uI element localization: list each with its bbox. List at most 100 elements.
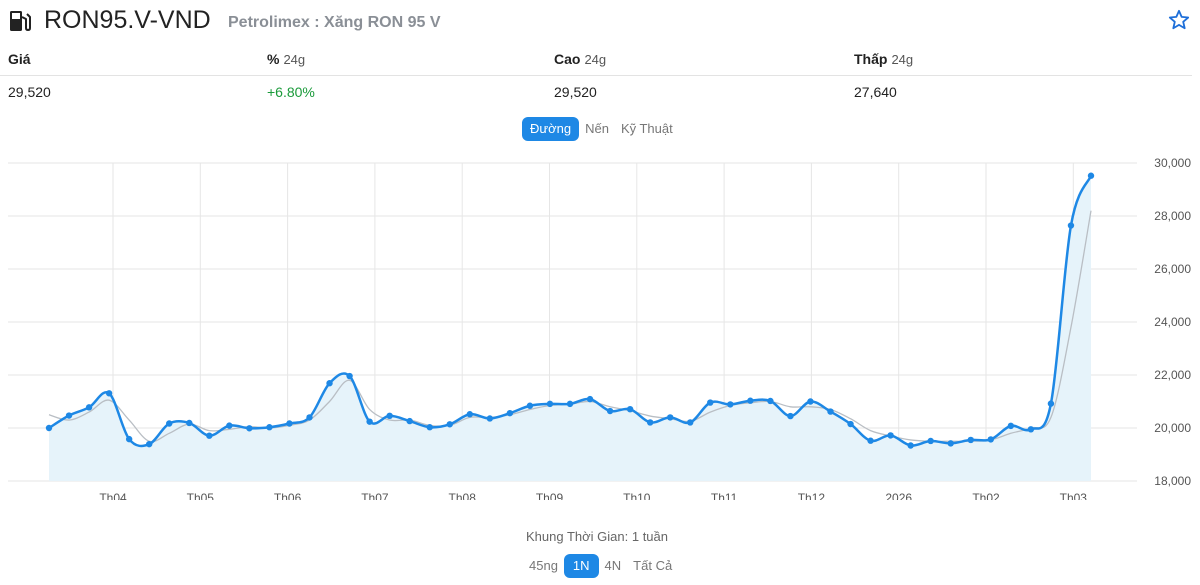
price-point: [967, 436, 974, 444]
price-point: [1067, 222, 1075, 229]
low-label: Thấp 24g: [854, 51, 913, 67]
price-point: [45, 424, 53, 432]
tab-technical[interactable]: Kỹ Thuật: [620, 121, 673, 136]
price-chart[interactable]: 18,000 20,000 22,000 24,000 26,000 28,000 30,0…: [0, 150, 1200, 500]
price-point: [486, 415, 494, 422]
price-point: [666, 414, 674, 421]
price-point: [787, 412, 794, 420]
x-tick-label: Th05: [187, 491, 215, 500]
price-point: [767, 397, 774, 405]
x-tick-label: Th12: [798, 491, 826, 500]
high-value: 29,520: [554, 84, 597, 100]
price-point: [586, 395, 594, 403]
price-point: [65, 412, 73, 419]
y-tick-label: 20,000: [1154, 421, 1191, 435]
y-tick-label: 24,000: [1154, 315, 1191, 329]
range-tabs: 45ng 1N 4N Tất Cả: [523, 553, 678, 578]
price-point: [85, 404, 93, 411]
y-tick-label: 22,000: [1154, 368, 1191, 382]
price-point: [727, 401, 734, 408]
star-icon[interactable]: [1168, 9, 1190, 31]
price-point: [386, 412, 393, 420]
price-point: [166, 420, 173, 427]
price-point: [847, 420, 854, 428]
price-point: [907, 442, 914, 449]
x-tick-label: Th08: [449, 491, 477, 500]
x-tick-label: Th07: [361, 491, 389, 500]
price-point: [346, 372, 353, 380]
price-point: [246, 425, 253, 432]
price-point: [646, 419, 654, 426]
price-point: [606, 407, 614, 415]
y-tick-label: 30,000: [1154, 156, 1191, 170]
price-point: [747, 397, 754, 404]
price-point: [206, 432, 213, 439]
x-tick-label: Th06: [274, 491, 302, 500]
x-tick-label: Th02: [972, 491, 1000, 500]
symbol-title: RON95.V-VND: [44, 6, 211, 34]
price-point: [546, 400, 554, 408]
price-value: 29,520: [8, 84, 51, 100]
low-value: 27,640: [854, 84, 897, 100]
change-label-suffix: 24g: [283, 52, 306, 67]
high-label: Cao 24g: [554, 51, 606, 67]
price-point: [1007, 422, 1015, 430]
price-point: [626, 405, 634, 413]
low-label-suffix: 24g: [891, 52, 914, 67]
price-point: [1047, 400, 1055, 407]
change-label-text: %: [267, 51, 280, 67]
price-label: Giá: [8, 51, 31, 67]
price-point: [506, 409, 514, 417]
price-point: [426, 424, 433, 431]
price-point: [526, 402, 534, 409]
high-label-text: Cao: [554, 51, 581, 67]
price-area: [49, 175, 1091, 481]
price-point: [687, 419, 694, 426]
price-point: [105, 390, 113, 397]
price-point: [266, 424, 273, 431]
price-point: [286, 420, 293, 427]
x-tick-label: 2026: [885, 491, 912, 500]
price-point: [867, 437, 874, 444]
x-tick-label: Th04: [99, 491, 127, 500]
instrument-subtitle: Petrolimex : Xăng RON 95 V: [228, 14, 441, 31]
header: RON95.V-VND Petrolimex : Xăng RON 95 V: [0, 0, 1200, 44]
range-1-month[interactable]: 1N: [563, 553, 599, 578]
price-point: [406, 417, 413, 425]
price-point: [807, 398, 814, 405]
price-point: [466, 411, 474, 418]
price-point: [927, 437, 934, 445]
x-tick-label: Th09: [536, 491, 564, 500]
price-point: [887, 432, 894, 439]
x-tick-label: Th11: [711, 491, 738, 500]
y-tick-label: 28,000: [1154, 209, 1191, 223]
price-point: [145, 440, 153, 448]
price-point: [947, 440, 954, 447]
stats-table: Giá 29,520 % 24g +6.80% Cao 24g 29,520 Thấ…: [0, 44, 1192, 110]
x-tick-label: Th03: [1060, 491, 1088, 500]
y-tick-label: 18,000: [1154, 474, 1191, 488]
y-tick-label: 26,000: [1154, 262, 1191, 276]
low-label-text: Thấp: [854, 51, 888, 67]
range-4-months[interactable]: 4N: [604, 557, 622, 573]
price-point: [446, 421, 453, 428]
change-label: % 24g: [267, 51, 305, 67]
price-point: [1027, 426, 1035, 433]
fuel-pump-icon: [10, 11, 31, 31]
high-label-suffix: 24g: [584, 52, 607, 67]
range-45-days[interactable]: 45ng: [529, 557, 558, 573]
price-point: [366, 418, 373, 425]
range-all[interactable]: Tất Cả: [633, 557, 673, 573]
price-point: [707, 399, 714, 406]
price-point: [326, 380, 333, 387]
x-tick-label: Th10: [623, 491, 651, 500]
price-point: [226, 422, 233, 429]
price-point: [827, 408, 834, 415]
tab-candle[interactable]: Nến: [585, 121, 609, 136]
price-point: [566, 400, 574, 408]
price-point: [125, 435, 133, 443]
change-value: +6.80%: [267, 84, 315, 100]
price-point: [306, 414, 313, 421]
tab-line[interactable]: Đường: [522, 117, 580, 141]
chart-type-tabs: Đường Nến Kỹ Thuật: [522, 116, 679, 142]
